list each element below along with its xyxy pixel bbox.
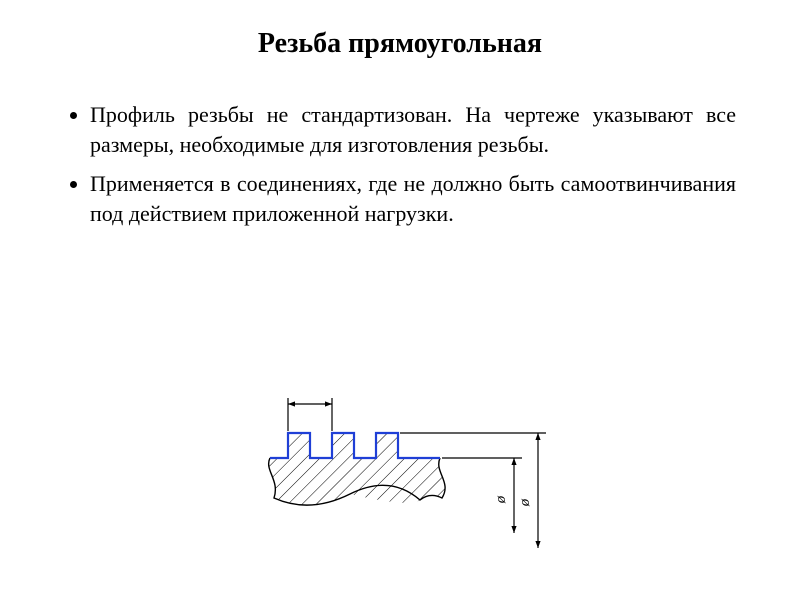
bullet-list: Профиль резьбы не стандартизован. На чер… (64, 100, 736, 229)
slide-title: Резьба прямоугольная (64, 28, 736, 60)
thread-profile-diagram: øø (230, 378, 570, 568)
slide: Резьба прямоугольная Профиль резьбы не с… (0, 0, 800, 600)
list-item: Применяется в соединениях, где не должно… (90, 169, 736, 228)
list-item: Профиль резьбы не стандартизован. На чер… (90, 100, 736, 159)
svg-text:ø: ø (517, 498, 533, 507)
svg-text:ø: ø (493, 495, 509, 504)
figure-container: øø (0, 378, 800, 568)
